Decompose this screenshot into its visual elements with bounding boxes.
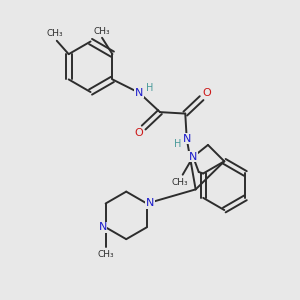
Text: O: O bbox=[134, 128, 143, 138]
Text: N: N bbox=[183, 134, 191, 144]
Text: CH₃: CH₃ bbox=[94, 27, 110, 36]
Text: CH₃: CH₃ bbox=[97, 250, 114, 260]
Text: CH₃: CH₃ bbox=[171, 178, 188, 187]
Text: H: H bbox=[146, 83, 153, 93]
Text: N: N bbox=[146, 199, 154, 208]
Text: CH₃: CH₃ bbox=[47, 29, 64, 38]
Text: H: H bbox=[173, 139, 181, 149]
Text: O: O bbox=[202, 88, 211, 98]
Text: N: N bbox=[135, 88, 143, 98]
Text: N: N bbox=[189, 152, 197, 162]
Text: N: N bbox=[98, 222, 107, 232]
